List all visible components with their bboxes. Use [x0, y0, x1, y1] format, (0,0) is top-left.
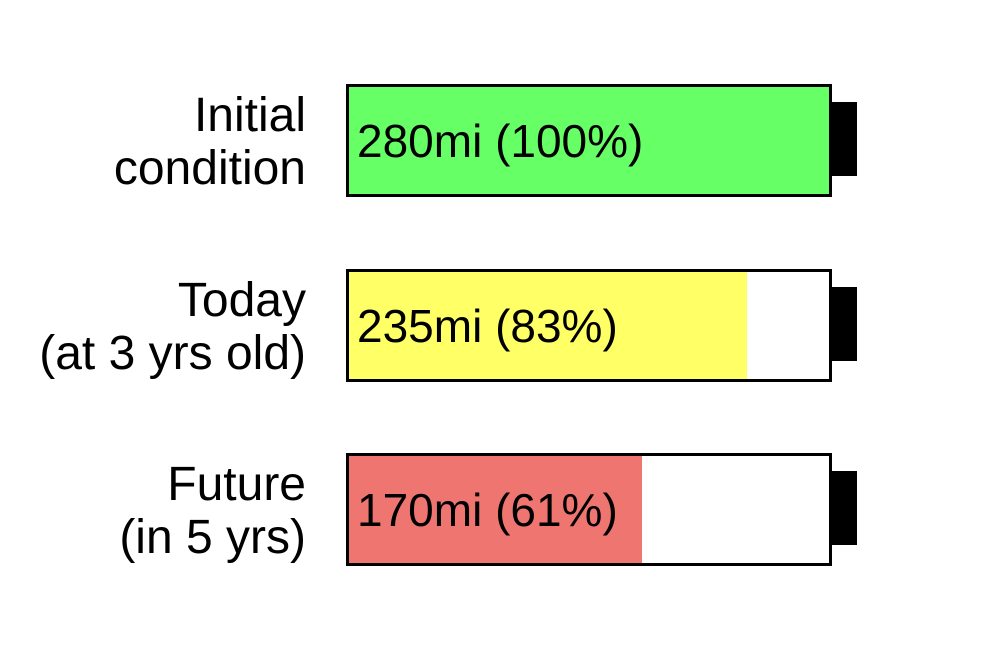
battery-row-today: Today (at 3 yrs old) 235mi (83%): [0, 269, 1000, 384]
battery-value-label: 280mi (100%): [357, 114, 644, 167]
battery-fill-bar: [349, 87, 829, 194]
battery-terminal: [832, 471, 857, 545]
row-label-line: Future: [167, 457, 306, 511]
row-label-initial: Initial condition: [0, 84, 306, 199]
battery-fill-bar: [349, 456, 642, 563]
battery-row-initial: Initial condition 280mi (100%): [0, 84, 1000, 199]
battery-value-label: 170mi (61%): [357, 483, 618, 536]
row-label-today: Today (at 3 yrs old): [0, 269, 306, 384]
battery-body: 235mi (83%): [346, 269, 832, 382]
row-label-line: (in 5 yrs): [119, 510, 306, 564]
row-label-line: Today: [177, 273, 306, 327]
battery-terminal: [832, 287, 857, 361]
row-label-future: Future (in 5 yrs): [0, 453, 306, 568]
battery-terminal: [832, 102, 857, 176]
row-label-line: Initial: [193, 88, 306, 142]
battery-fill-bar: [349, 272, 748, 379]
battery-body: 170mi (61%): [346, 453, 832, 566]
battery-row-future: Future (in 5 yrs) 170mi (61%): [0, 453, 1000, 568]
battery-value-label: 235mi (83%): [357, 299, 618, 352]
row-label-line: condition: [113, 141, 306, 195]
battery-body: 280mi (100%): [346, 84, 832, 197]
row-label-line: (at 3 yrs old): [39, 326, 306, 380]
